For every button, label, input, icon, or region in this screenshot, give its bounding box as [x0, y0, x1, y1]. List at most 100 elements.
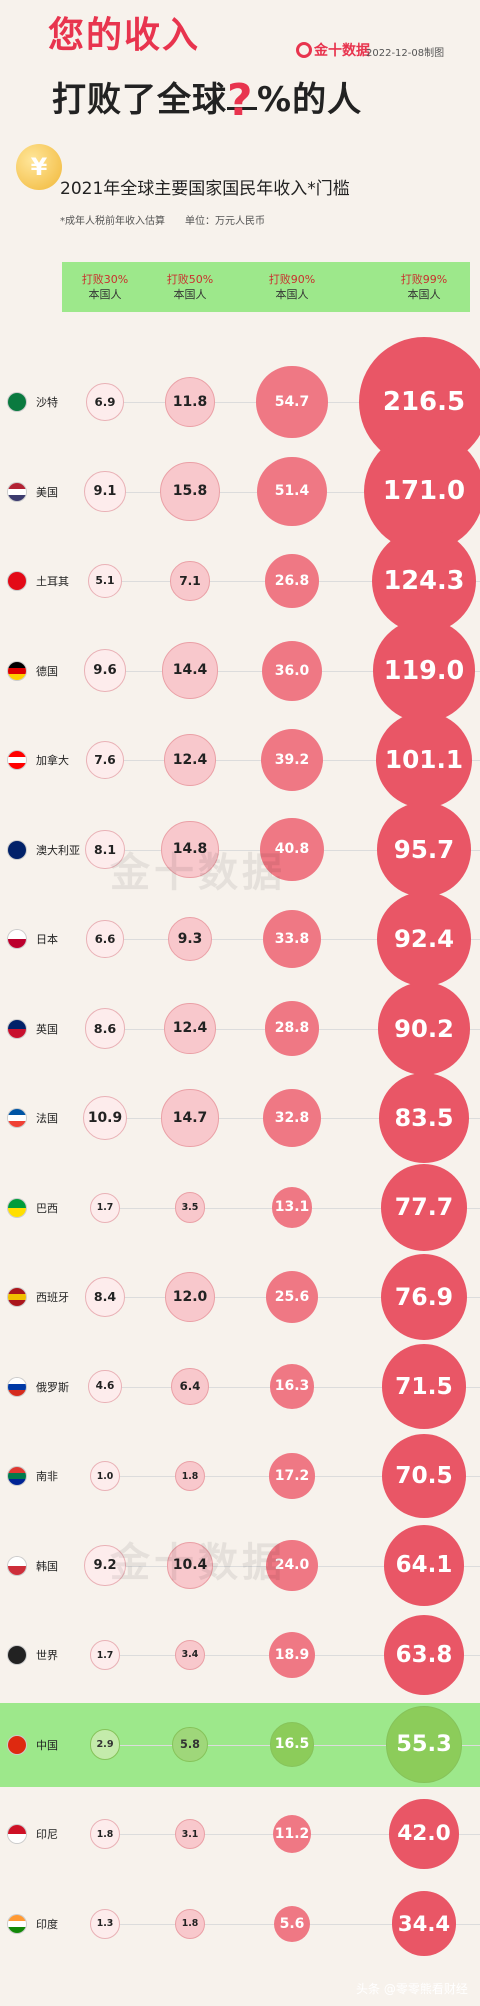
column-header-line1: 打败50% — [166, 273, 214, 286]
brand-logo: 金十数据 — [296, 40, 370, 60]
value-bubble: 1.7 — [90, 1640, 120, 1670]
title-line-2-b: %的人 — [257, 80, 363, 120]
column-header-line2: 本国人 — [173, 288, 207, 301]
country-label: 英国 — [36, 1022, 58, 1036]
flag-icon — [8, 751, 26, 769]
brand-circle-icon — [296, 42, 312, 58]
value-bubble: 16.5 — [269, 1722, 315, 1767]
country-label: 韩国 — [36, 1559, 58, 1573]
value-bubble: 2.9 — [89, 1729, 121, 1760]
value-bubble: 33.8 — [262, 909, 322, 969]
value-bubble: 54.7 — [256, 366, 328, 438]
flag-icon — [8, 661, 26, 680]
value-bubble: 5.6 — [274, 1905, 310, 1942]
value-bubble: 8.6 — [84, 1008, 126, 1049]
value-bubble: 5.8 — [172, 1726, 208, 1763]
country-label: 法国 — [36, 1112, 58, 1125]
column-header-2: 打败50% 本国人 — [150, 272, 230, 302]
title-line-2: 打败了全球? %的人 — [52, 72, 363, 126]
value-bubble: 90.2 — [377, 982, 471, 1075]
column-header-line2: 本国人 — [407, 288, 441, 301]
value-bubble: 14.4 — [161, 642, 219, 699]
value-bubble: 17.2 — [269, 1453, 315, 1499]
value-bubble: 11.8 — [164, 376, 216, 428]
chart-date: 2022-12-08制图 — [366, 48, 445, 59]
value-bubble: 3.4 — [174, 1639, 206, 1671]
country-label: 沙特 — [36, 396, 58, 409]
title-line-2-a: 打败了全球 — [52, 80, 227, 120]
value-bubble: 3.5 — [174, 1192, 206, 1223]
value-bubble: 32.8 — [263, 1089, 321, 1147]
flag-icon — [8, 930, 26, 948]
value-bubble: 12.4 — [164, 734, 216, 786]
country-label: 巴西 — [36, 1201, 58, 1215]
brand-name: 金十数据 — [314, 43, 370, 59]
value-bubble: 51.4 — [257, 456, 327, 527]
value-bubble: 3.1 — [175, 1819, 205, 1849]
chart-note: *成年人税前年收入估算 单位：万元人民币 — [60, 216, 265, 227]
flag-icon — [8, 1467, 26, 1485]
value-bubble: 11.2 — [272, 1814, 312, 1854]
value-bubble: 14.7 — [161, 1089, 219, 1147]
value-bubble: 9.6 — [83, 649, 127, 692]
column-header-line2: 本国人 — [88, 288, 122, 301]
coin-icon: ¥ — [16, 144, 62, 190]
blank-underline: ? — [227, 75, 257, 126]
value-bubble: 1.7 — [90, 1192, 120, 1223]
watermark-1: 金十数据 — [110, 850, 286, 896]
value-bubble: 42.0 — [389, 1799, 459, 1869]
value-bubble: 6.4 — [171, 1367, 209, 1406]
country-label: 世界 — [36, 1649, 58, 1662]
column-header-line1: 打败90% — [268, 273, 316, 286]
value-bubble: 5.1 — [87, 563, 123, 599]
country-label: 印尼 — [36, 1828, 58, 1841]
column-header-line1: 打败30% — [81, 273, 129, 286]
value-bubble: 10.4 — [166, 1542, 214, 1589]
value-bubble: 101.1 — [375, 711, 473, 809]
value-bubble: 14.8 — [161, 820, 219, 879]
value-bubble: 12.4 — [164, 1002, 216, 1055]
flag-icon — [8, 1646, 26, 1664]
value-bubble: 171.0 — [364, 431, 480, 552]
value-bubble: 15.8 — [160, 461, 220, 522]
value-bubble: 1.8 — [90, 1819, 120, 1849]
country-label: 德国 — [36, 664, 58, 678]
value-bubble: 55.3 — [385, 1706, 463, 1783]
value-bubble: 40.8 — [260, 817, 324, 882]
flag-icon — [8, 1019, 26, 1038]
value-bubble: 9.3 — [167, 916, 213, 962]
value-bubble: 95.7 — [376, 802, 472, 897]
country-label: 日本 — [36, 933, 58, 946]
watermark-2: 金十数据 — [110, 1540, 286, 1586]
flag-icon — [8, 1825, 26, 1843]
value-bubble: 8.1 — [85, 829, 125, 870]
value-bubble: 28.8 — [264, 1001, 320, 1056]
country-label: 印度 — [36, 1917, 58, 1931]
value-bubble: 9.1 — [84, 470, 126, 513]
chart-title: 2021年全球主要国家国民年收入*门槛 — [60, 179, 350, 199]
value-bubble: 70.5 — [382, 1434, 466, 1518]
flag-icon — [8, 1914, 26, 1933]
value-bubble: 92.4 — [377, 892, 471, 986]
value-bubble: 9.2 — [84, 1544, 126, 1587]
value-bubble: 7.1 — [170, 561, 210, 601]
value-bubble: 77.7 — [380, 1164, 468, 1251]
value-bubble: 63.8 — [383, 1614, 465, 1696]
country-label: 土耳其 — [36, 575, 69, 588]
value-bubble: 36.0 — [262, 640, 322, 701]
value-bubble: 6.9 — [86, 383, 124, 421]
value-bubble: 12.0 — [164, 1271, 216, 1323]
value-bubble: 64.1 — [383, 1525, 465, 1606]
column-header-1: 打败30% 本国人 — [65, 272, 145, 302]
value-bubble: 6.6 — [86, 920, 124, 958]
value-bubble: 39.2 — [260, 728, 324, 792]
flag-icon — [8, 1198, 26, 1217]
column-header-3: 打败90% 本国人 — [252, 272, 332, 302]
country-label: 中国 — [36, 1738, 58, 1752]
value-bubble: 25.6 — [265, 1270, 319, 1324]
country-label: 俄罗斯 — [36, 1380, 69, 1394]
flag-icon — [8, 1109, 26, 1127]
value-bubble: 26.8 — [265, 554, 319, 608]
column-header-4: 打败99% 本国人 — [384, 272, 464, 302]
flag-icon — [8, 1288, 26, 1306]
